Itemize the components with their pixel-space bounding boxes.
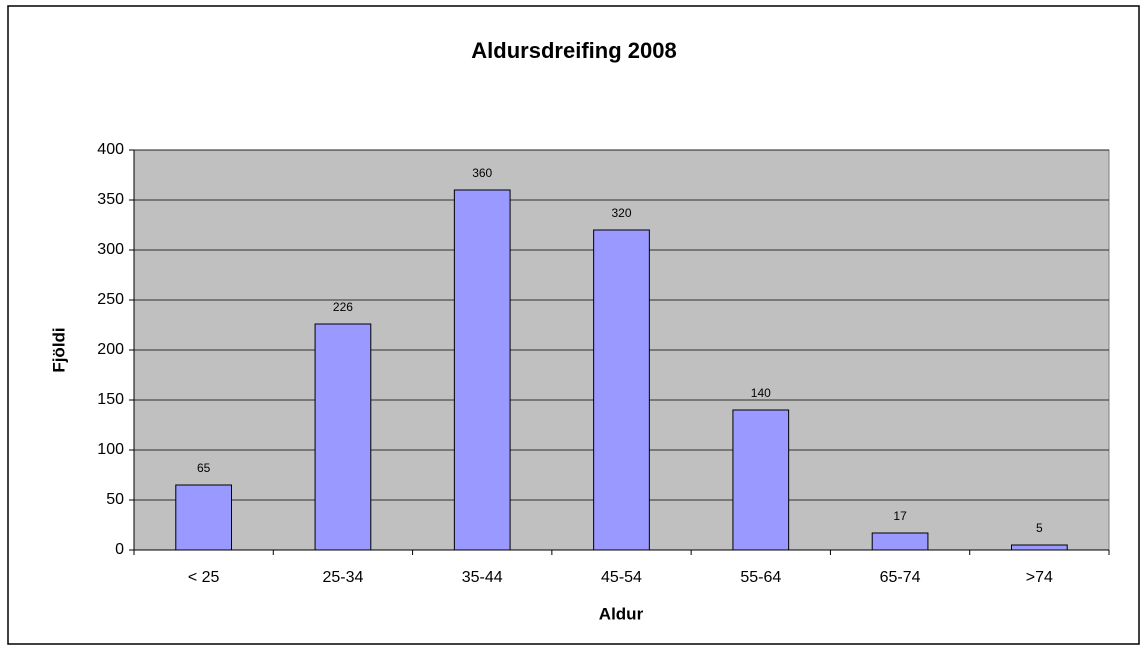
bar [871,532,929,551]
x-tick-label: 65-74 [880,569,921,586]
y-tick-label: 300 [97,241,124,258]
data-label: 17 [893,509,907,523]
x-tick-label: < 25 [188,569,220,586]
x-tick-label: 55-64 [740,569,781,586]
x-tick-label: >74 [1026,569,1053,586]
x-tick-label: 25-34 [322,569,363,586]
bar [453,189,511,551]
y-tick-label: 50 [106,491,124,508]
y-tick-label: 0 [115,541,124,558]
data-label: 320 [611,206,631,220]
y-tick-label: 200 [97,341,124,358]
data-label: 360 [472,166,492,180]
bar [732,409,790,551]
y-tick-label: 250 [97,291,124,308]
x-tick-label: 35-44 [462,569,503,586]
data-label: 226 [333,300,353,314]
data-label: 5 [1036,521,1043,535]
y-tick-label: 100 [97,441,124,458]
bar [1011,544,1068,551]
data-label: 140 [751,386,771,400]
y-tick-label: 150 [97,391,124,408]
data-label: 65 [197,461,211,475]
y-axis-label: Fjöldi [49,327,68,372]
y-tick-label: 350 [97,191,124,208]
bar [175,484,233,551]
bar [593,229,650,551]
x-axis-label: Aldur [599,604,644,623]
x-tick-label: 45-54 [601,569,642,586]
chart-title: Aldursdreifing 2008 [471,38,676,63]
y-tick-label: 400 [97,141,124,158]
bar [314,323,372,551]
